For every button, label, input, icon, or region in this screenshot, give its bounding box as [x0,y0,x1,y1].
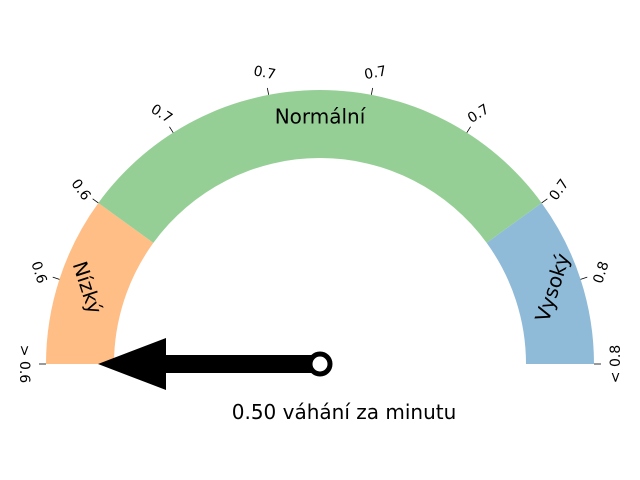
gauge-needle-arrow [98,338,320,390]
gauge-band-2 [486,202,594,364]
gauge-tick-label-8: 0.8 [590,259,612,285]
gauge-tick-5 [370,87,374,95]
gauge-needle-pivot [307,351,333,377]
gauge-band-0 [46,202,154,364]
gauge-tick-8 [580,276,588,280]
gauge-tick-label-0: > 0.6 [16,345,32,384]
gauge-tick-label-7: 0.7 [546,176,572,203]
gauge-tick-6 [466,126,471,133]
gauge-tick-4 [266,87,270,95]
gauge-needle [98,338,333,390]
gauge-tick-7 [541,198,548,204]
gauge-tick-label-4: 0.7 [252,63,277,83]
gauge-band-label-1: Normální [275,105,367,129]
gauge-tick-label-6: 0.7 [465,101,492,126]
gauge-tick-label-5: 0.7 [363,63,388,83]
gauge-tick-label-9: < 0.8 [608,345,624,383]
gauge-readout: 0.50 váhání za minutu [232,400,457,424]
gauge-tick-2 [92,198,99,204]
gauge-tick-label-2: 0.6 [68,176,94,203]
gauge-tick-1 [52,276,60,280]
gauge-tick-label-1: 0.6 [27,259,49,285]
gauge-band-1 [98,90,542,243]
gauge-tick-label-3: 0.7 [148,101,175,126]
gauge-tick-3 [169,126,174,133]
gauge-bands [46,90,594,364]
